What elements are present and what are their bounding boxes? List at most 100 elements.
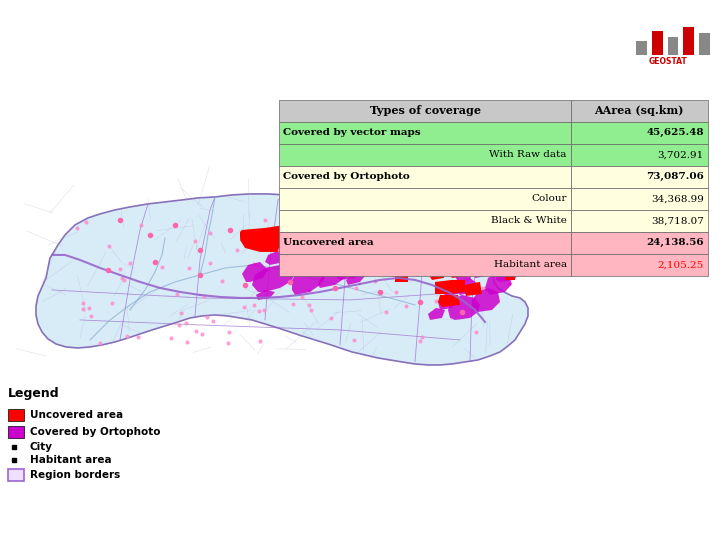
Point xyxy=(114,264,125,273)
Point xyxy=(259,215,271,224)
Point xyxy=(369,277,380,286)
Point xyxy=(248,301,260,309)
Text: Habitant area: Habitant area xyxy=(30,455,112,465)
Text: VECTOR DATA FOR UNCOVERED AREA: VECTOR DATA FOR UNCOVERED AREA xyxy=(142,46,492,64)
Point xyxy=(204,229,216,238)
Bar xyxy=(636,40,647,55)
Point xyxy=(232,246,243,255)
Polygon shape xyxy=(335,264,362,280)
Point xyxy=(180,319,192,328)
Point xyxy=(415,337,426,346)
Point xyxy=(476,246,487,254)
Polygon shape xyxy=(265,250,290,265)
Point xyxy=(466,217,477,225)
Point xyxy=(121,332,132,341)
Point xyxy=(198,292,210,301)
Bar xyxy=(668,37,678,55)
Text: Uncovered area: Uncovered area xyxy=(284,239,374,247)
Text: City: City xyxy=(30,442,53,452)
Bar xyxy=(279,100,571,122)
Polygon shape xyxy=(318,268,345,288)
Text: Covered by vector maps: Covered by vector maps xyxy=(284,129,421,137)
Point xyxy=(71,224,82,232)
Bar xyxy=(8,409,24,421)
Text: 2,105.25: 2,105.25 xyxy=(657,260,703,269)
Polygon shape xyxy=(435,280,465,294)
Polygon shape xyxy=(496,264,520,282)
Text: 24,138.56: 24,138.56 xyxy=(646,239,703,247)
Polygon shape xyxy=(496,248,512,260)
Bar xyxy=(279,232,571,254)
Point xyxy=(171,289,183,298)
Bar xyxy=(571,122,708,144)
Point xyxy=(381,307,392,316)
Text: GEOSTAT: GEOSTAT xyxy=(649,57,687,66)
Point xyxy=(84,303,95,312)
Polygon shape xyxy=(240,226,315,252)
Point xyxy=(430,297,441,306)
Point xyxy=(254,337,266,346)
Point xyxy=(262,265,274,273)
Point xyxy=(222,339,233,347)
Polygon shape xyxy=(36,194,528,365)
Text: Covered by Ortophoto: Covered by Ortophoto xyxy=(30,427,161,437)
Bar xyxy=(571,166,708,188)
Point xyxy=(156,262,167,271)
Point xyxy=(325,244,337,252)
Point xyxy=(287,300,299,308)
Bar xyxy=(571,210,708,232)
Point xyxy=(417,333,428,341)
Polygon shape xyxy=(380,265,392,272)
Polygon shape xyxy=(472,288,500,312)
Text: Habitant area: Habitant area xyxy=(493,260,567,269)
Point xyxy=(191,327,202,336)
Point xyxy=(135,220,147,229)
Point xyxy=(77,299,89,307)
Point xyxy=(184,264,195,272)
Point xyxy=(348,336,359,345)
Polygon shape xyxy=(242,262,268,282)
Point xyxy=(304,301,315,309)
Bar xyxy=(699,32,709,55)
Text: 3,702.91: 3,702.91 xyxy=(657,151,703,159)
Point xyxy=(77,305,89,314)
Polygon shape xyxy=(240,225,318,250)
Point xyxy=(433,283,444,292)
Point xyxy=(207,316,218,325)
Point xyxy=(351,284,362,292)
Point xyxy=(305,306,317,314)
Polygon shape xyxy=(438,296,456,310)
Polygon shape xyxy=(505,255,522,268)
Point xyxy=(398,214,410,222)
Bar xyxy=(652,31,662,55)
Bar xyxy=(571,100,708,122)
Polygon shape xyxy=(518,260,532,272)
Bar xyxy=(571,254,708,276)
Point xyxy=(325,313,336,322)
Point xyxy=(258,306,270,314)
Point xyxy=(223,327,235,336)
Point xyxy=(94,339,106,348)
Point xyxy=(401,234,413,243)
Text: Colour: Colour xyxy=(531,194,567,204)
Polygon shape xyxy=(395,275,408,282)
Point xyxy=(85,312,96,320)
Text: 34,368.99: 34,368.99 xyxy=(651,194,703,204)
Text: Legend: Legend xyxy=(8,387,60,400)
Point xyxy=(181,338,193,347)
Point xyxy=(263,254,274,262)
Point xyxy=(296,293,307,301)
Text: Black & White: Black & White xyxy=(491,217,567,225)
Point xyxy=(116,273,127,282)
Point xyxy=(238,303,250,312)
Bar xyxy=(279,144,571,166)
Point xyxy=(470,327,482,336)
Point xyxy=(454,218,465,226)
Point xyxy=(165,334,176,342)
Point xyxy=(189,237,200,245)
Polygon shape xyxy=(252,265,295,292)
Bar xyxy=(571,144,708,166)
Polygon shape xyxy=(486,257,502,268)
Point xyxy=(350,213,361,221)
Text: Types of coverage: Types of coverage xyxy=(369,105,480,117)
